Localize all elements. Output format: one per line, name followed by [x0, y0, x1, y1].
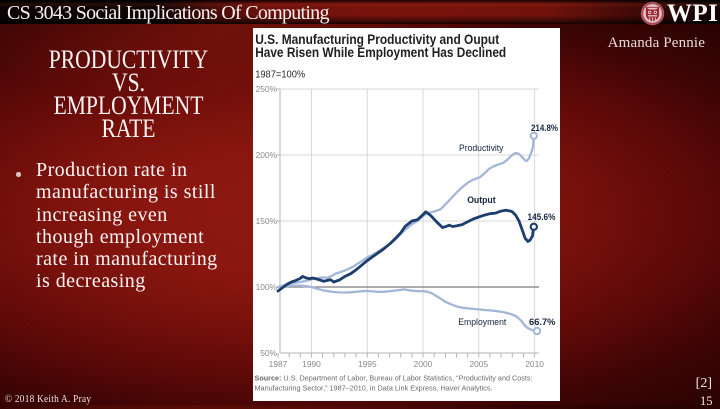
svg-text:1990: 1990 [302, 359, 321, 369]
svg-text:66.7%: 66.7% [529, 317, 556, 327]
svg-text:Output: Output [467, 195, 495, 205]
svg-text:2000: 2000 [414, 359, 433, 369]
svg-text:50%: 50% [260, 348, 277, 358]
svg-text:145.6%: 145.6% [528, 212, 557, 222]
svg-text:Productivity: Productivity [459, 143, 504, 153]
svg-text:200%: 200% [256, 150, 278, 160]
svg-text:2010: 2010 [525, 359, 544, 369]
svg-text:Have Risen While Employment Ha: Have Risen While Employment Has Declined [255, 45, 506, 60]
svg-text:100%: 100% [256, 282, 278, 292]
svg-text:1995: 1995 [358, 359, 377, 369]
svg-text:214.8%: 214.8% [531, 123, 559, 133]
svg-text:250%: 250% [256, 84, 278, 94]
svg-text:150%: 150% [256, 216, 278, 226]
svg-text:Source: U.S. Department of Lab: Source: U.S. Department of Labor, Bureau… [255, 373, 533, 382]
svg-text:U.S. Manufacturing Productivit: U.S. Manufacturing Productivity and Oupu… [255, 32, 499, 47]
svg-text:1987=100%: 1987=100% [255, 70, 305, 81]
svg-text:1987: 1987 [269, 359, 288, 369]
svg-text:2005: 2005 [469, 359, 488, 369]
svg-text:Manufacturing Sector,” 1987–20: Manufacturing Sector,” 1987–2010, in Dat… [255, 384, 493, 393]
svg-text:Employment: Employment [458, 317, 506, 327]
